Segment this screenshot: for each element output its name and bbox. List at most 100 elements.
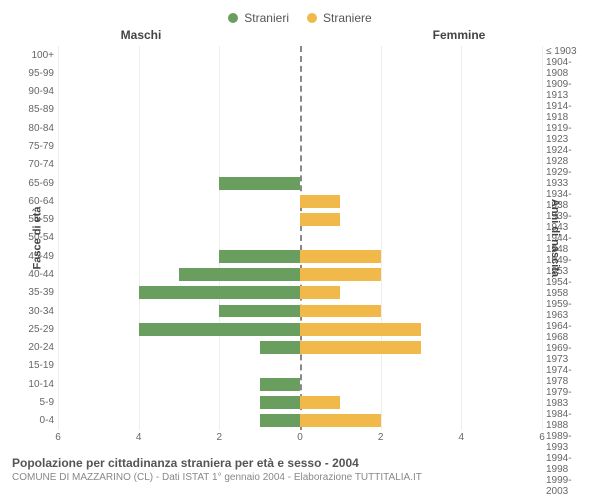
y-tick-age: 10-14 [12, 375, 54, 393]
bar-male [139, 323, 300, 336]
bar-female [300, 286, 340, 299]
chart-footer: Popolazione per cittadinanza straniera p… [12, 456, 588, 483]
bar-male [219, 305, 300, 318]
y-tick-birth: 1984-1988 [546, 409, 588, 431]
bar-row [58, 119, 542, 137]
bar-row [58, 265, 542, 283]
bar-row [58, 393, 542, 411]
header-female: Femmine [300, 28, 588, 46]
bar-row [58, 284, 542, 302]
bar-row [58, 64, 542, 82]
y-tick-age: 70-74 [12, 156, 54, 174]
y-tick-age: 65-69 [12, 174, 54, 192]
y-tick-age: 20-24 [12, 339, 54, 357]
bar-row [58, 192, 542, 210]
y-tick-birth: 1919-1923 [546, 123, 588, 145]
y-tick-birth: 1979-1983 [546, 387, 588, 409]
bar-row [58, 174, 542, 192]
bar-row [58, 156, 542, 174]
legend-item-female: Straniere [307, 11, 372, 25]
x-tick: 4 [459, 432, 465, 443]
y-axis-label-left: Fasce di età [31, 207, 43, 270]
bar-female [300, 195, 340, 208]
bar-row [58, 211, 542, 229]
bar-row [58, 247, 542, 265]
y-tick-birth: 1924-1928 [546, 145, 588, 167]
bar-male [260, 396, 300, 409]
y-tick-birth: 1974-1978 [546, 365, 588, 387]
bar-row [58, 339, 542, 357]
bar-male [260, 414, 300, 427]
y-tick-birth: 1964-1968 [546, 321, 588, 343]
bar-female [300, 305, 381, 318]
y-axis-label-right: Anni di nascita [549, 199, 561, 277]
chart-container: Stranieri Straniere Maschi Femmine Fasce… [0, 0, 600, 500]
bar-row [58, 137, 542, 155]
bar-female [300, 250, 381, 263]
x-tick: 2 [217, 432, 223, 443]
bar-row [58, 302, 542, 320]
x-axis-left: 0246 [58, 430, 300, 450]
bar-rows [58, 46, 542, 430]
bar-row [58, 101, 542, 119]
bars-area [58, 46, 542, 430]
y-tick-age: 90-94 [12, 83, 54, 101]
bar-row [58, 412, 542, 430]
y-tick-birth: 1909-1913 [546, 79, 588, 101]
y-tick-age: 0-4 [12, 412, 54, 430]
bar-male [219, 250, 300, 263]
y-tick-birth: ≤ 1903 [546, 46, 588, 57]
legend-swatch-female [307, 13, 317, 23]
chart-subtitle: COMUNE DI MAZZARINO (CL) - Dati ISTAT 1°… [12, 472, 588, 483]
bar-male [219, 177, 300, 190]
bar-female [300, 323, 421, 336]
y-tick-age: 25-29 [12, 320, 54, 338]
y-tick-birth: 1969-1973 [546, 343, 588, 365]
y-tick-birth: 1989-1993 [546, 431, 588, 453]
bar-male [139, 286, 300, 299]
y-tick-birth: 1904-1908 [546, 57, 588, 79]
bar-male [179, 268, 300, 281]
bar-row [58, 83, 542, 101]
bar-female [300, 268, 381, 281]
legend-label-female: Straniere [323, 11, 372, 25]
y-tick-age: 75-79 [12, 137, 54, 155]
y-tick-birth: 1959-1963 [546, 299, 588, 321]
bar-female [300, 213, 340, 226]
bar-male [260, 378, 300, 391]
x-tick: 4 [136, 432, 142, 443]
bar-row [58, 357, 542, 375]
y-tick-age: 100+ [12, 46, 54, 64]
legend-swatch-male [228, 13, 238, 23]
y-tick-age: 85-89 [12, 101, 54, 119]
x-axis: 0246 246 [58, 430, 542, 450]
bar-row [58, 46, 542, 64]
y-tick-birth: 1929-1933 [546, 167, 588, 189]
x-tick: 6 [539, 432, 545, 443]
y-tick-birth: 1954-1958 [546, 277, 588, 299]
column-headers: Maschi Femmine [12, 28, 588, 46]
legend-item-male: Stranieri [228, 11, 289, 25]
legend-label-male: Stranieri [244, 11, 289, 25]
chart-title: Popolazione per cittadinanza straniera p… [12, 456, 588, 470]
legend: Stranieri Straniere [12, 8, 588, 28]
header-male: Maschi [12, 28, 300, 46]
y-tick-age: 15-19 [12, 357, 54, 375]
y-tick-birth: 1994-1998 [546, 453, 588, 475]
y-tick-age: 80-84 [12, 119, 54, 137]
y-tick-birth: 1914-1918 [546, 101, 588, 123]
x-tick: 2 [378, 432, 384, 443]
plot-area: Fasce di età Anni di nascita 100+95-9990… [12, 46, 588, 430]
bar-row [58, 320, 542, 338]
x-tick: 6 [55, 432, 61, 443]
bar-row [58, 375, 542, 393]
y-tick-age: 35-39 [12, 284, 54, 302]
bar-male [260, 341, 300, 354]
bar-female [300, 396, 340, 409]
y-tick-birth: 1999-2003 [546, 475, 588, 497]
bar-row [58, 229, 542, 247]
bar-female [300, 341, 421, 354]
x-axis-right: 2 4 6 [300, 430, 542, 450]
y-tick-age: 5-9 [12, 393, 54, 411]
y-tick-age: 95-99 [12, 64, 54, 82]
